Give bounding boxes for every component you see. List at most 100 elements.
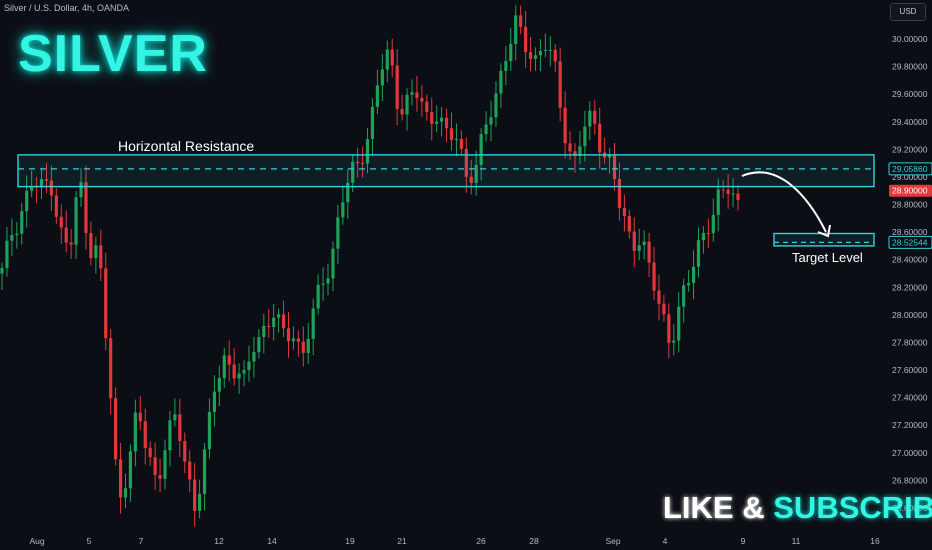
candle-body xyxy=(316,284,320,309)
candle-body xyxy=(20,211,24,234)
candle-body xyxy=(59,216,63,228)
candle-body xyxy=(494,93,498,118)
resistance-zone xyxy=(17,154,875,188)
candle-body xyxy=(207,411,212,450)
candle-body xyxy=(573,151,577,157)
candle-body xyxy=(390,49,394,66)
candle-body xyxy=(133,412,137,452)
candle-body xyxy=(311,308,315,339)
candle-body xyxy=(548,49,552,51)
candle-body xyxy=(370,106,375,140)
candle-body xyxy=(99,245,103,269)
x-tick-label: 26 xyxy=(476,536,486,546)
candle-body xyxy=(657,290,661,304)
candle-body xyxy=(346,182,350,203)
candle-body xyxy=(405,94,409,115)
candle-body xyxy=(158,474,162,479)
candle-body xyxy=(736,193,740,200)
time-axis[interactable]: Aug 5 7 12 14 19 21 26 28 Sep 4 9 11 16 xyxy=(29,536,880,546)
candle-body xyxy=(257,336,261,353)
candle-body xyxy=(395,65,399,110)
candle-body xyxy=(188,461,192,480)
resistance-label: Horizontal Resistance xyxy=(118,138,255,154)
candle-body xyxy=(277,314,281,318)
candle-body xyxy=(410,92,414,95)
symbol-title: Silver / U.S. Dollar, 4h, OANDA xyxy=(4,3,130,13)
candle-body xyxy=(281,314,286,329)
candle-body xyxy=(202,449,207,494)
candle-body xyxy=(94,245,98,259)
candle-body xyxy=(672,340,676,343)
candles-layer xyxy=(0,5,740,527)
y-tick-label: 28.80000 xyxy=(892,200,928,210)
y-tick-label: 29.80000 xyxy=(892,62,928,72)
candle-body xyxy=(578,146,582,157)
candle-body xyxy=(454,138,459,140)
candle-body xyxy=(593,110,597,124)
candle-body xyxy=(533,55,538,59)
candle-body xyxy=(39,179,44,188)
candle-body xyxy=(716,189,720,215)
candle-body xyxy=(168,420,172,451)
candle-body xyxy=(612,155,617,179)
candle-body xyxy=(44,179,49,181)
candle-body xyxy=(691,266,696,284)
candle-body xyxy=(726,189,730,194)
candle-body xyxy=(509,43,513,62)
projection-arrow xyxy=(741,171,827,233)
x-tick-label: 5 xyxy=(87,536,92,546)
candle-body xyxy=(568,143,572,152)
candle-body xyxy=(420,98,424,102)
candle-body xyxy=(435,121,439,124)
candle-body xyxy=(178,414,182,442)
x-tick-label: 11 xyxy=(792,536,801,546)
candle-body xyxy=(637,245,641,251)
candle-body xyxy=(148,447,152,458)
candle-body xyxy=(607,155,612,158)
candle-body xyxy=(464,148,468,177)
candle-body xyxy=(474,164,478,183)
candle-body xyxy=(118,459,123,498)
candle-body xyxy=(247,361,251,371)
resistance-price-tag-box xyxy=(888,162,932,176)
x-tick-label: 21 xyxy=(397,536,407,546)
currency-button[interactable]: USD xyxy=(890,3,926,21)
candle-body xyxy=(143,421,147,448)
candle-body xyxy=(128,451,133,489)
candle-body xyxy=(227,355,231,365)
candle-body xyxy=(193,479,197,511)
candle-body xyxy=(523,26,528,53)
candle-body xyxy=(711,214,715,234)
target-price-tag: 28.52544 xyxy=(892,237,928,247)
candle-body xyxy=(49,180,53,196)
candle-body xyxy=(642,241,646,246)
candle-body xyxy=(365,139,370,164)
candle-body xyxy=(598,123,602,153)
candle-body xyxy=(667,314,671,343)
candle-body xyxy=(588,110,592,127)
zones-layer xyxy=(17,154,875,247)
x-tick-label: 16 xyxy=(870,536,880,546)
y-tick-label: 27.80000 xyxy=(892,337,928,347)
candle-body xyxy=(632,231,636,251)
cta-subscribe: SUBSCRIBE xyxy=(773,490,932,525)
candle-body xyxy=(232,364,236,379)
candle-body xyxy=(622,207,626,216)
candle-body xyxy=(138,412,142,422)
candle-body xyxy=(449,128,454,140)
price-axis[interactable]: 30.00000 29.80000 29.60000 29.40000 29.20000… xyxy=(888,34,932,513)
candle-body xyxy=(385,49,389,70)
candle-body xyxy=(84,182,88,234)
candle-body xyxy=(15,233,19,236)
candle-body xyxy=(647,241,651,263)
y-tick-label: 28.40000 xyxy=(892,255,928,265)
candle-body xyxy=(74,197,78,245)
candle-body xyxy=(484,124,488,135)
candle-body xyxy=(267,325,271,327)
x-tick-label: 7 xyxy=(139,536,144,546)
resistance-price-tag: 29.05860 xyxy=(892,164,928,174)
candle-body xyxy=(153,457,157,475)
candle-body xyxy=(0,267,4,274)
candle-body xyxy=(237,373,241,379)
